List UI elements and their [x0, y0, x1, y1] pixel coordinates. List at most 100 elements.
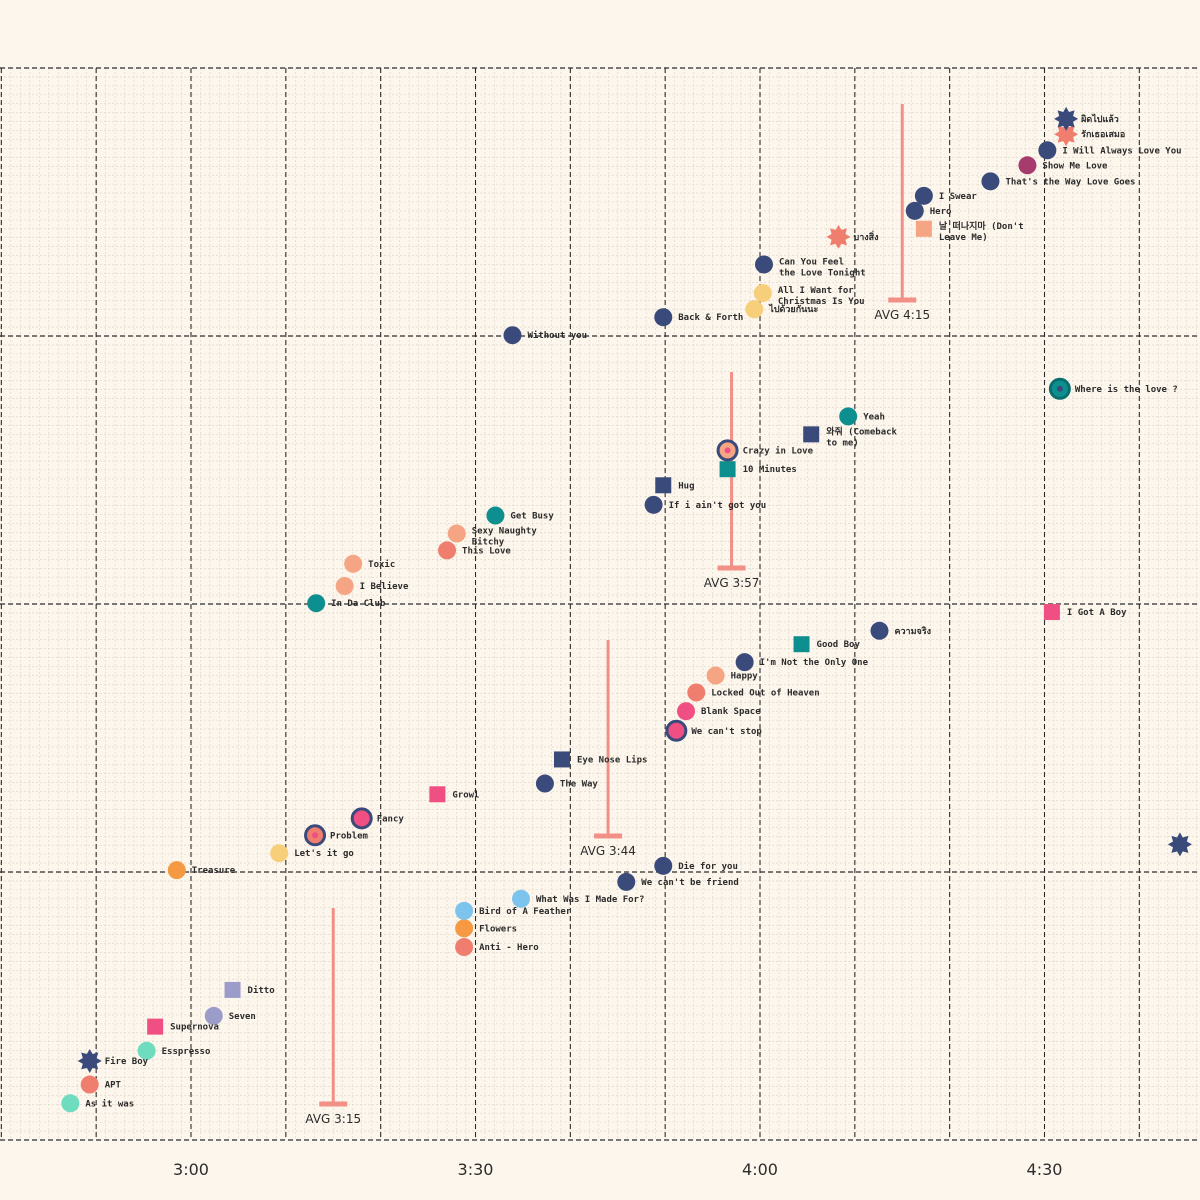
- label-line: Blank Space: [701, 707, 761, 717]
- point-can-you-feel-the-love-tonight: [754, 255, 773, 274]
- label-line: I Swear: [939, 192, 978, 202]
- label-line: to me): [826, 438, 859, 448]
- point-crazy-in-love: [716, 439, 739, 462]
- label-line: Happy: [731, 672, 759, 682]
- label-seven: Seven: [229, 1012, 256, 1022]
- point-i-m-not-the-only-one: [735, 653, 754, 672]
- label-fire-boy: Fire Boy: [105, 1056, 149, 1067]
- label-line: Growl: [452, 790, 479, 800]
- label-i-m-not-the-only-one: I'm Not the Only One: [760, 658, 869, 668]
- label-die-for-you: Die for you: [678, 861, 738, 872]
- label-line: I'm Not the Only One: [760, 658, 869, 668]
- point-we-can-t-be-friend: [617, 872, 636, 891]
- average-label: AVG 3:57: [704, 576, 760, 590]
- x-tick-label: 3:00: [173, 1160, 209, 1179]
- average-label: AVG 4:15: [874, 308, 930, 322]
- label-line: Christmas Is You: [778, 296, 865, 307]
- label-line: Let's it go: [294, 848, 354, 859]
- point-blank-space: [677, 702, 696, 721]
- average-marker: AVG 3:15: [305, 908, 361, 1126]
- label-happy: Happy: [731, 672, 759, 682]
- label-i-will-always-love-you: I Will Always Love You: [1062, 145, 1181, 156]
- point-this-love: [438, 541, 457, 560]
- point-in-da-club: [307, 594, 326, 613]
- label-without-you: Without you: [527, 330, 587, 341]
- label-line: Without you: [527, 330, 587, 341]
- label-line: Get Busy: [510, 512, 554, 522]
- label-line: Crazy in Love: [743, 445, 814, 456]
- label-all-i-want-for-christmas-is-you: All I Want for Christmas Is You: [778, 286, 865, 307]
- point-die-for-you: [654, 856, 673, 875]
- label-ditto: Ditto: [248, 985, 275, 996]
- label-line: We can't be friend: [641, 877, 739, 888]
- label-point: ความจริง: [894, 626, 931, 637]
- label-let-s-it-go: Let's it go: [294, 848, 354, 859]
- label-as-it-was: As it was: [85, 1098, 134, 1109]
- point-the-way: [535, 774, 554, 793]
- point-as-it-was: [61, 1094, 80, 1113]
- point-that-s-the-way-love-goes: [981, 172, 1000, 191]
- point-all-i-want-for-christmas-is-you: [753, 284, 772, 303]
- point-seven: [204, 1006, 223, 1025]
- point-if-i-ain-t-got-you: [644, 495, 663, 514]
- label-sexy-naughty-bitchy: Sexy Naughty Bitchy: [472, 527, 538, 548]
- label-line: Hug: [678, 481, 694, 491]
- label-don-t-leave-me: 날 떠나지마 (Don't Leave Me): [939, 220, 1024, 243]
- label-line: รักเธอเสมอ: [1081, 129, 1125, 140]
- label-line: Esspresso: [162, 1047, 211, 1057]
- point-flowers: [455, 919, 474, 938]
- label-we-can-t-stop: We can't stop: [691, 727, 762, 737]
- point-labels: As it was APT Fire Boy Esspresso Supernova Se…: [85, 113, 1181, 1109]
- label-i-got-a-boy: I Got A Boy: [1067, 608, 1127, 618]
- label-where-is-the-love: Where is the love ?: [1075, 384, 1178, 395]
- label-line: What Was I Made For?: [536, 895, 644, 905]
- point-point: [870, 621, 889, 640]
- point-10-minutes: [719, 461, 736, 478]
- label-point: รักเธอเสมอ: [1081, 129, 1125, 140]
- label-line: Locked Out of Heaven: [711, 688, 819, 698]
- label-fancy: Fancy: [377, 814, 405, 824]
- average-label: AVG 3:44: [580, 844, 636, 858]
- label-flowers: Flowers: [479, 924, 517, 934]
- label-i-swear: I Swear: [939, 192, 978, 202]
- label-we-can-t-be-friend: We can't be friend: [641, 877, 739, 888]
- average-marker: AVG 3:44: [580, 640, 636, 858]
- label-line: Sexy Naughty: [472, 527, 538, 537]
- label-eye-nose-lips: Eye Nose Lips: [577, 754, 647, 765]
- point-toxic: [344, 554, 363, 573]
- point-ring-center: [1056, 385, 1063, 392]
- point-without-you: [503, 326, 522, 345]
- label-esspresso: Esspresso: [162, 1047, 211, 1057]
- x-axis-tick-labels: 3:00 3:30 4:00 4:30: [173, 1160, 1062, 1179]
- point-point: [745, 300, 764, 319]
- label-that-s-the-way-love-goes: That's the Way Love Goes: [1005, 177, 1135, 187]
- point-i-believe: [335, 577, 354, 596]
- x-tick-label: 4:30: [1027, 1160, 1063, 1179]
- point-eye-nose-lips: [553, 751, 570, 768]
- point-fancy: [350, 807, 373, 830]
- label-line: That's the Way Love Goes: [1005, 177, 1135, 187]
- label-i-believe: I Believe: [360, 581, 409, 592]
- label-good-boy: Good Boy: [817, 640, 861, 650]
- point-back-forth: [654, 308, 673, 327]
- point-ring-center: [358, 815, 365, 822]
- point-ring-center: [724, 447, 731, 454]
- point-hug: [655, 477, 672, 494]
- label-line: Ditto: [248, 985, 275, 996]
- label-line: If i ain't got you: [669, 500, 767, 511]
- label-10-minutes: 10 Minutes: [743, 464, 797, 475]
- label-line: This Love: [462, 545, 511, 556]
- x-tick-label: 4:00: [742, 1160, 778, 1179]
- label-line: I Will Always Love You: [1062, 145, 1181, 156]
- label-show-me-love: Show Me Love: [1042, 161, 1108, 171]
- label-in-da-club: In Da Club: [331, 599, 386, 609]
- x-tick-label: 3:30: [458, 1160, 494, 1179]
- point-yeah: [839, 407, 858, 426]
- label-line: บางสิ่ง: [854, 230, 879, 243]
- label-apt: APT: [105, 1081, 122, 1091]
- label-point: ผิดไปแล้ว: [1080, 113, 1118, 125]
- label-line: the Love Tonight: [779, 267, 866, 278]
- label-line: ไปด้วยกันนะ: [768, 303, 818, 315]
- label-line: Back & Forth: [678, 313, 743, 323]
- label-line: The Way: [560, 780, 599, 790]
